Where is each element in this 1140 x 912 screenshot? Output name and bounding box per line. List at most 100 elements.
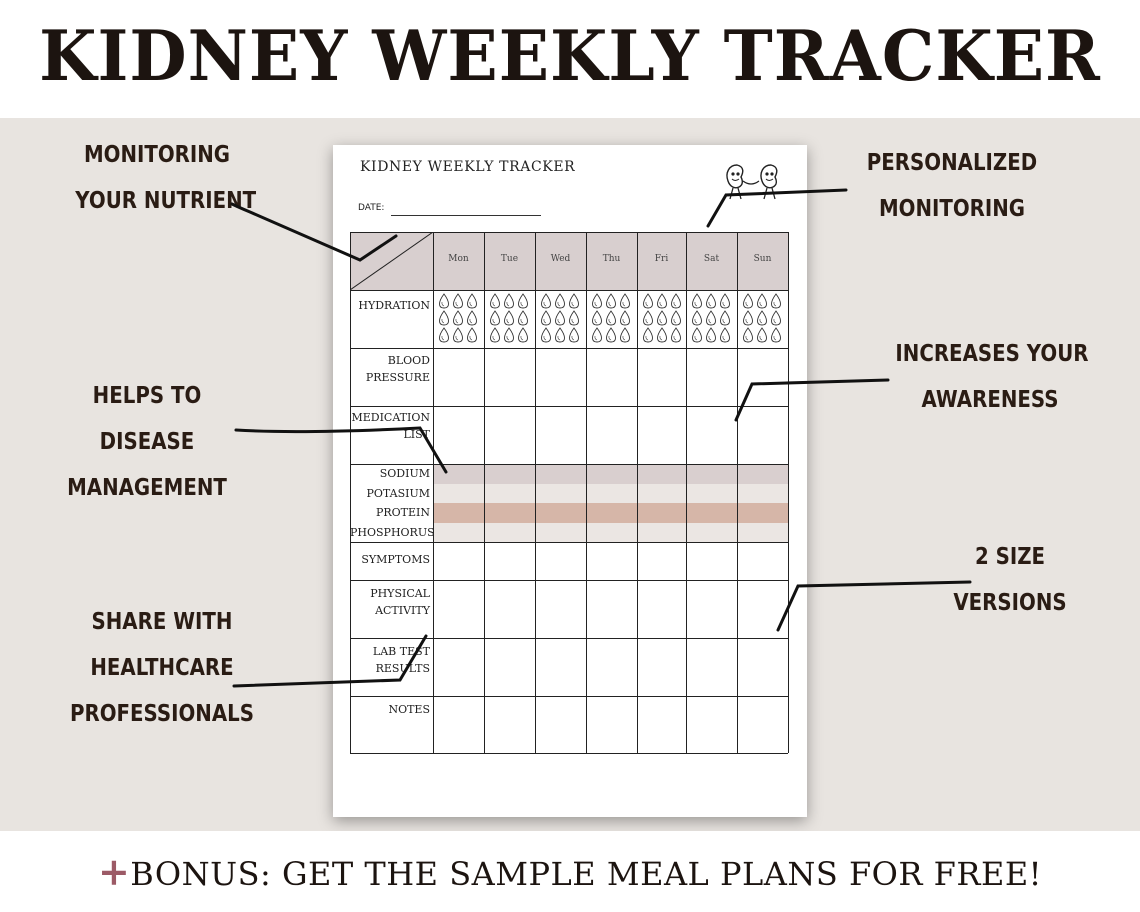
grid-hline [350, 232, 788, 233]
row-label-blood-pressure: BLOOD PRESSURE [350, 352, 430, 386]
water-drop-icon [592, 293, 602, 309]
water-drop-icon [692, 310, 702, 326]
water-drop-icon [606, 310, 616, 326]
hydration-drops-sun[interactable] [737, 290, 788, 348]
water-drop-icon [643, 293, 653, 309]
water-drop-icon [490, 327, 500, 343]
water-drop-icon [518, 310, 528, 326]
water-drop-icon [743, 293, 753, 309]
row-label-line: PHYSICAL [370, 587, 430, 600]
grid-vline [586, 232, 587, 753]
water-drop-icon [620, 293, 630, 309]
bonus-text: +BONUS: GET THE SAMPLE MEAL PLANS FOR FR… [0, 852, 1140, 894]
row-label-line: PROTEIN [375, 506, 430, 519]
water-drop-icon [490, 310, 500, 326]
water-drop-icon [757, 293, 767, 309]
date-label: DATE: [358, 203, 385, 213]
day-header-mon: Mon [448, 254, 469, 264]
water-drop-icon [671, 310, 681, 326]
connector-share [232, 634, 428, 688]
water-drop-icon [504, 293, 514, 309]
water-drop-icon [657, 310, 667, 326]
callout-disease-management: HELPS TO DISEASE MANAGEMENT [65, 373, 228, 511]
water-drop-icon [467, 327, 477, 343]
day-header-wed: Wed [550, 254, 571, 264]
callout-line: PROFESSIONALS [69, 701, 255, 727]
hydration-drops-wed[interactable] [535, 290, 586, 348]
connector-nutrient [230, 202, 398, 262]
callout-line: HELPS TO [92, 383, 202, 409]
water-drop-icon [439, 293, 449, 309]
connector-sizes [776, 580, 972, 632]
nutrient-stripe [433, 522, 788, 542]
nutrient-stripe [433, 464, 788, 484]
hydration-drops-thu[interactable] [586, 290, 637, 348]
sheet-title: KIDNEY WEEKLY TRACKER [360, 159, 576, 175]
water-drop-icon [453, 293, 463, 309]
water-drop-icon [569, 310, 579, 326]
hydration-drops-mon[interactable] [433, 290, 484, 348]
grid-hline [350, 542, 788, 543]
water-drop-icon [657, 327, 667, 343]
callout-line: INCREASES YOUR [895, 341, 1089, 367]
water-drop-icon [620, 327, 630, 343]
hydration-drops-sat[interactable] [686, 290, 737, 348]
water-drop-icon [692, 327, 702, 343]
row-label-line: NOTES [388, 703, 430, 716]
water-drop-icon [743, 327, 753, 343]
water-drop-icon [643, 310, 653, 326]
row-label-line: SYMPTOMS [361, 553, 430, 566]
grid-hline [350, 406, 788, 407]
callout-line: MONITORING [878, 196, 1026, 222]
row-label-line: SODIUM [379, 467, 430, 480]
water-drop-icon [555, 293, 565, 309]
water-drop-icon [743, 310, 753, 326]
row-label-nutrients: SODIUM POTASIUM PROTEIN PHOSPHORUS [350, 464, 435, 542]
water-drop-icon [467, 293, 477, 309]
callout-line: YOUR NUTRIENT [75, 188, 257, 214]
callout-awareness: INCREASES YOUR AWARENESS [895, 331, 1089, 423]
hydration-drops-tue[interactable] [484, 290, 535, 348]
water-drop-icon [569, 293, 579, 309]
water-drop-icon [541, 293, 551, 309]
water-drop-icon [453, 327, 463, 343]
grid-hline [350, 753, 788, 754]
grid-hline [350, 290, 788, 291]
date-field[interactable] [391, 215, 541, 216]
water-drop-icon [592, 310, 602, 326]
grid-vline [788, 232, 789, 753]
callout-share: SHARE WITH HEALTHCARE PROFESSIONALS [67, 599, 256, 737]
water-drop-icon [439, 327, 449, 343]
water-drop-icon [453, 310, 463, 326]
water-drop-icon [592, 327, 602, 343]
hydration-drops-fri[interactable] [637, 290, 686, 348]
grid-hline [350, 348, 788, 349]
row-label-line: ACTIVITY [375, 604, 430, 617]
water-drop-icon [757, 310, 767, 326]
water-drop-icon [771, 310, 781, 326]
callout-line: 2 SIZE [974, 544, 1046, 570]
kidney-mascot-icon [726, 164, 778, 200]
water-drop-icon [439, 310, 449, 326]
water-drop-icon [504, 310, 514, 326]
water-drop-icon [620, 310, 630, 326]
water-drop-icon [490, 293, 500, 309]
grid-vline [350, 232, 351, 753]
connector-disease [234, 426, 448, 474]
row-label-line: POTASIUM [366, 486, 430, 500]
water-drop-icon [720, 310, 730, 326]
water-drop-icon [720, 293, 730, 309]
day-header-sun: Sun [753, 254, 772, 264]
water-drop-icon [569, 327, 579, 343]
grid-hline [350, 580, 788, 581]
grid-vline [686, 232, 687, 753]
callout-line: MANAGEMENT [67, 475, 227, 501]
bonus-band [0, 831, 1140, 912]
title-band: KIDNEY WEEKLY TRACKER [0, 0, 1140, 118]
water-drop-icon [720, 327, 730, 343]
callout-personalized: PERSONALIZED MONITORING [866, 140, 1038, 232]
water-drop-icon [771, 293, 781, 309]
row-label-notes: NOTES [350, 701, 430, 718]
day-header-sat: Sat [703, 254, 720, 264]
